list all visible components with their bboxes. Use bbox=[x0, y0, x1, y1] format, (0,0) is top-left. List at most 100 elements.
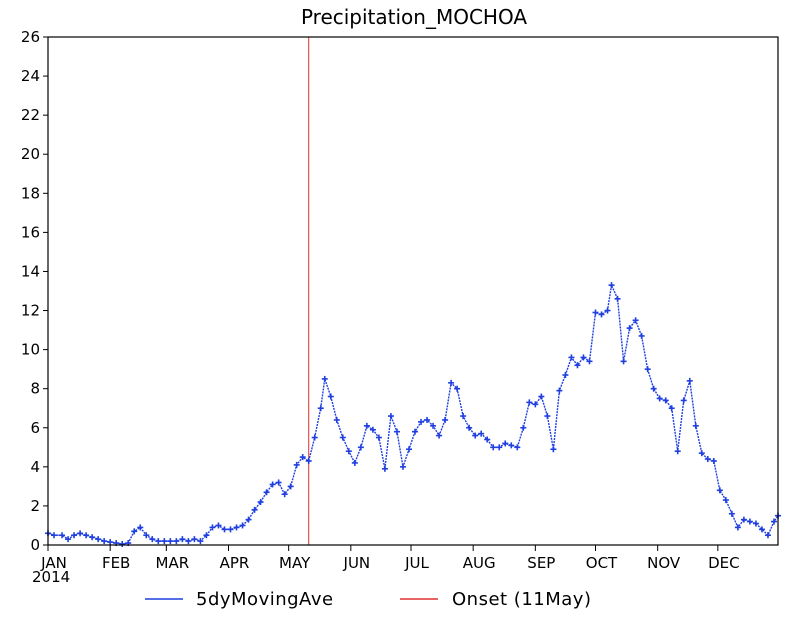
data-point bbox=[698, 450, 705, 457]
y-tick-label: 8 bbox=[30, 380, 40, 398]
x-tick-label-mar: MAR bbox=[156, 554, 190, 572]
data-point bbox=[472, 432, 479, 439]
y-tick-label: 22 bbox=[21, 106, 40, 124]
x-tick-label-nov: NOV bbox=[647, 554, 681, 572]
data-point bbox=[381, 465, 388, 472]
data-point bbox=[221, 526, 228, 533]
data-point bbox=[490, 444, 497, 451]
data-point bbox=[418, 418, 425, 425]
data-point bbox=[77, 530, 84, 537]
data-point bbox=[556, 387, 563, 394]
data-point bbox=[620, 358, 627, 365]
data-point bbox=[538, 393, 545, 400]
data-point bbox=[580, 354, 587, 361]
data-point bbox=[51, 532, 58, 539]
x-tick-label-sep: SEP bbox=[527, 554, 555, 572]
data-point bbox=[173, 538, 180, 545]
data-point bbox=[448, 379, 455, 386]
data-point bbox=[734, 524, 741, 531]
data-point bbox=[399, 463, 406, 470]
data-point bbox=[345, 448, 352, 455]
data-point bbox=[119, 541, 126, 548]
y-tick-label: 6 bbox=[30, 419, 40, 437]
data-point bbox=[317, 405, 324, 412]
data-point bbox=[632, 317, 639, 324]
data-point bbox=[608, 282, 615, 289]
data-point bbox=[514, 444, 521, 451]
data-point bbox=[674, 448, 681, 455]
data-point bbox=[191, 536, 198, 543]
data-point bbox=[393, 428, 400, 435]
data-point bbox=[131, 528, 138, 535]
data-point bbox=[716, 487, 723, 494]
data-point bbox=[239, 522, 246, 529]
data-point bbox=[369, 426, 376, 433]
data-point bbox=[327, 393, 334, 400]
data-point bbox=[604, 307, 611, 314]
data-point bbox=[686, 377, 693, 384]
x-tick-label-jan: JAN bbox=[40, 554, 67, 572]
data-point bbox=[185, 538, 192, 545]
data-point bbox=[233, 524, 240, 531]
data-point bbox=[333, 416, 340, 423]
data-point bbox=[363, 422, 370, 429]
x-tick-label-feb: FEB bbox=[102, 554, 130, 572]
data-point bbox=[287, 483, 294, 490]
data-point bbox=[59, 532, 66, 539]
data-point bbox=[650, 385, 657, 392]
data-point bbox=[656, 395, 663, 402]
x-tick-label-may: MAY bbox=[279, 554, 311, 572]
data-point bbox=[95, 536, 102, 543]
data-point bbox=[155, 538, 162, 545]
x-axis: JAN FEB MAR APR MAY JUN JUL AUG SEP OCT NOV DEC bbox=[40, 545, 740, 572]
data-point bbox=[179, 536, 186, 543]
data-point bbox=[770, 518, 777, 525]
data-point bbox=[574, 362, 581, 369]
data-point bbox=[257, 499, 264, 506]
data-point bbox=[764, 532, 771, 539]
data-point bbox=[502, 440, 509, 447]
data-point bbox=[466, 424, 473, 431]
y-tick-label: 0 bbox=[30, 536, 40, 554]
legend-label-moving-average: 5dyMovingAve bbox=[196, 589, 334, 610]
chart-title: Precipitation_MOCHOA bbox=[301, 5, 527, 29]
data-point bbox=[311, 434, 318, 441]
data-point bbox=[532, 401, 539, 408]
data-point bbox=[263, 489, 270, 496]
data-point bbox=[614, 295, 621, 302]
x-tick-label-oct: OCT bbox=[586, 554, 618, 572]
data-point bbox=[387, 413, 394, 420]
data-point bbox=[321, 375, 328, 382]
data-point bbox=[692, 422, 699, 429]
data-point bbox=[149, 536, 156, 543]
data-point bbox=[562, 372, 569, 379]
data-point bbox=[281, 491, 288, 498]
y-tick-label: 16 bbox=[21, 223, 40, 241]
data-point bbox=[227, 526, 234, 533]
plot-area bbox=[45, 37, 781, 548]
y-tick-label: 4 bbox=[30, 458, 40, 476]
data-point bbox=[71, 532, 78, 539]
data-point bbox=[209, 524, 216, 531]
y-tick-label: 18 bbox=[21, 184, 40, 202]
x-tick-label-aug: AUG bbox=[463, 554, 496, 572]
data-point bbox=[508, 442, 515, 449]
data-point bbox=[710, 457, 717, 464]
data-point bbox=[137, 524, 144, 531]
data-point bbox=[65, 536, 72, 543]
data-point bbox=[161, 538, 168, 545]
data-point bbox=[638, 332, 645, 339]
data-point bbox=[460, 413, 467, 420]
data-point bbox=[484, 436, 491, 443]
data-point bbox=[269, 481, 276, 488]
x-year-label: 2014 bbox=[32, 568, 70, 586]
y-tick-label: 24 bbox=[21, 67, 40, 85]
data-point bbox=[752, 520, 759, 527]
x-tick-label-jun: JUN bbox=[343, 554, 371, 572]
data-point bbox=[305, 457, 312, 464]
data-point bbox=[662, 397, 669, 404]
data-point bbox=[107, 539, 114, 546]
data-point bbox=[251, 506, 258, 513]
